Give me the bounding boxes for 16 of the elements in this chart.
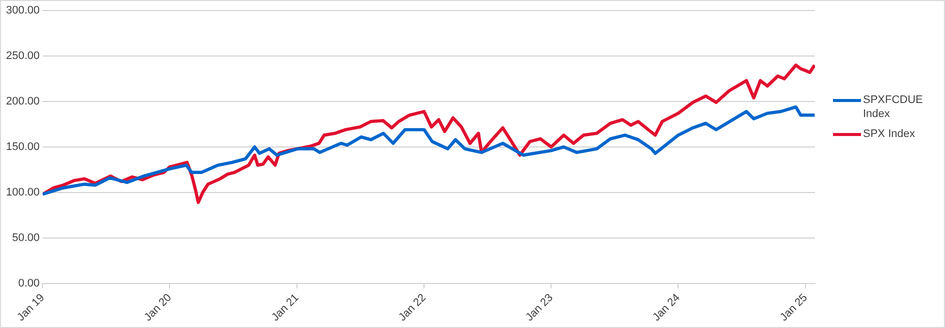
y-tick-label: 50.00 (12, 232, 40, 244)
legend-label: SPXFCDUE Index (863, 93, 924, 121)
y-tick-label: 0.00 (18, 277, 40, 290)
y-tick-label: 200.00 (6, 96, 40, 108)
y-tick-label: 250.00 (6, 50, 40, 62)
y-tick-label: 100.00 (6, 186, 40, 198)
legend-label: SPX Index (863, 127, 916, 141)
x-tick-label: Jan 25 (778, 292, 810, 324)
x-tick-label: Jan 23 (524, 292, 556, 324)
x-tick-label: Jan 22 (396, 292, 428, 324)
x-tick-label: Jan 20 (142, 292, 174, 324)
x-tick-label: Jan 21 (270, 292, 302, 324)
y-tick-label: 150.00 (6, 140, 40, 153)
y-tick-label: 300.00 (6, 4, 40, 17)
x-tick-label: Jan 24 (650, 292, 682, 324)
x-tick-label: Jan 19 (15, 292, 47, 324)
